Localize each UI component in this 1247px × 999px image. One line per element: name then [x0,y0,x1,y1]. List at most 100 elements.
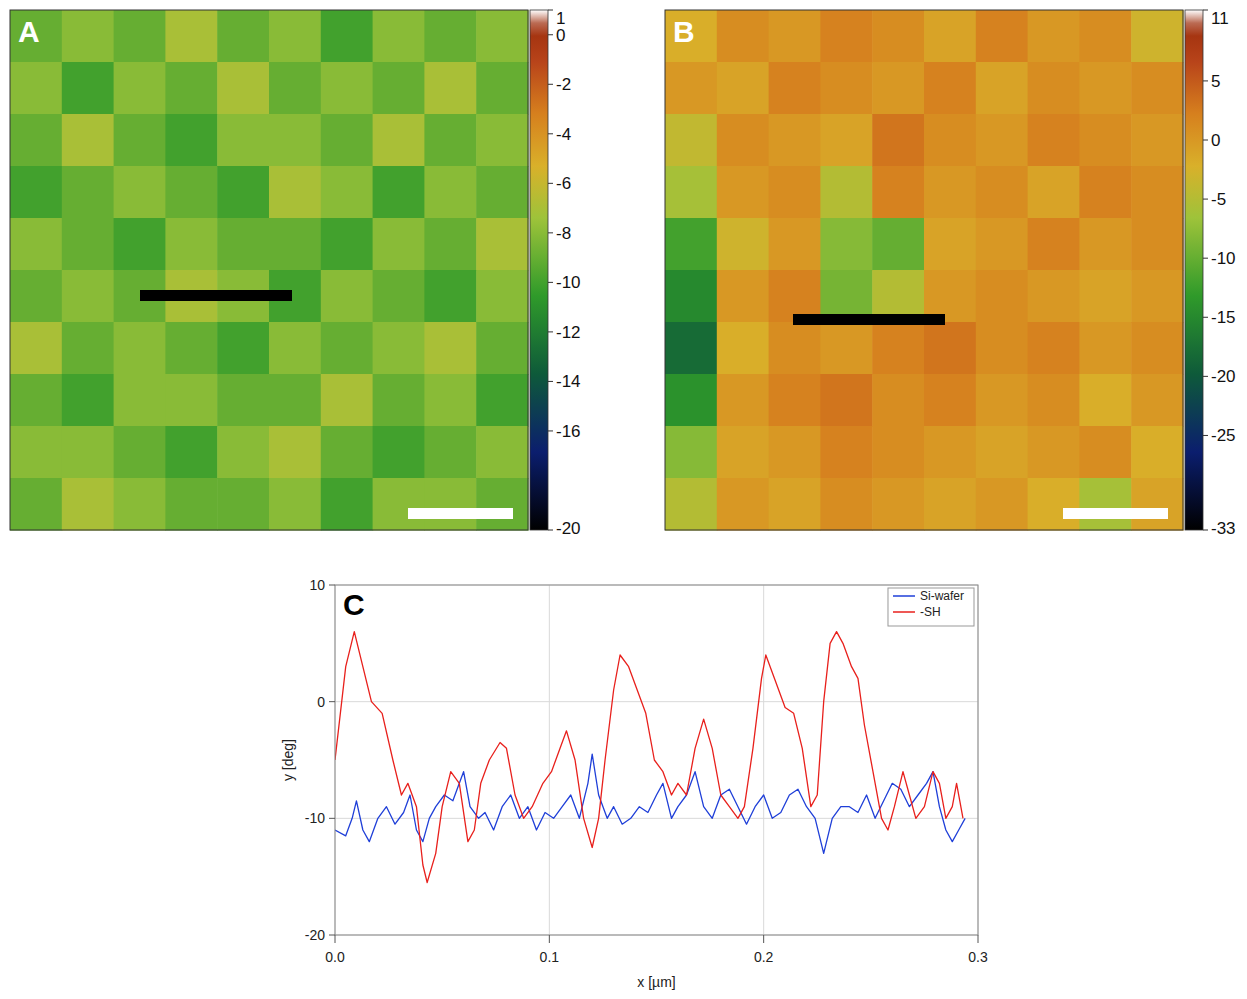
heatmap-cell [321,478,373,531]
heatmap-cell [976,166,1028,219]
scale-bar [1063,508,1168,519]
legend-label: -SH [920,605,941,619]
heatmap-cell [665,478,717,531]
heatmap-cell [165,426,217,479]
heatmap-cell [769,322,821,375]
heatmap-cell [872,322,924,375]
heatmap-cell [769,426,821,479]
heatmap-cell [976,62,1028,115]
heatmap-cell [114,218,166,271]
heatmap-cell [424,10,476,63]
y-axis-title: y [deg] [280,739,296,781]
y-tick-label: 10 [309,577,325,593]
colorbar-tick [1203,435,1208,436]
heatmap-cell [62,10,114,63]
colorbar-tick [1203,199,1208,200]
heatmap-cell [476,374,528,427]
y-tick-label: -20 [305,927,325,943]
heatmap-cell [373,426,425,479]
heatmap-cell [424,270,476,323]
legend: Si-wafer-SH [888,588,974,626]
heatmap-cell [373,374,425,427]
colorbar-tick-label: -4 [556,125,571,144]
heatmap-cell [872,478,924,531]
heatmap-cell [269,62,321,115]
colorbar-tick-label: -20 [1211,367,1236,386]
x-tick [335,935,336,943]
heatmap-cell [373,114,425,167]
heatmap-cell [924,322,976,375]
colorbar-tick-label: -6 [556,174,571,193]
heatmap-cell [165,478,217,531]
heatmap-cell [769,478,821,531]
legend-box [888,588,974,626]
heatmap-cell [321,322,373,375]
panel-letter: A [18,15,40,48]
heatmap-cell [1131,218,1183,271]
heatmap-cell [321,166,373,219]
heatmap-cell [1079,426,1131,479]
heatmap-cell [820,374,872,427]
heatmap-cell [976,426,1028,479]
colorbar-tick [1203,530,1208,531]
heatmap-cell [165,322,217,375]
heatmap-cell [10,270,62,323]
heatmap-cell [165,166,217,219]
heatmap-cell [114,426,166,479]
heatmap-cell [769,374,821,427]
heatmap-cell [976,322,1028,375]
heatmap-cell [924,166,976,219]
heatmap-cell [1028,374,1080,427]
heatmap-cell [665,322,717,375]
heatmap-cell [114,166,166,219]
heatmap-cell [217,62,269,115]
y-tick [329,701,335,702]
heatmap-cell [717,478,769,531]
colorbar-tick [548,381,553,382]
heatmap-cell [269,322,321,375]
heatmap-cell [1028,166,1080,219]
heatmap-cell [165,114,217,167]
colorbar-tick [548,331,553,332]
heatmap-cell [1028,478,1080,531]
image-frame [10,10,528,530]
colorbar-tick [548,183,553,184]
heatmap-cell [476,322,528,375]
heatmap-cell [476,166,528,219]
colorbar-tick [1203,376,1208,377]
heatmap-cell [217,322,269,375]
grid-line [763,585,764,935]
heatmap-cell [717,166,769,219]
heatmap-cell [424,166,476,219]
y-tick [329,818,335,819]
heatmap-cell [1028,322,1080,375]
heatmap-cell [217,10,269,63]
colorbar-tick-label: -15 [1211,308,1236,327]
heatmap-cell [820,62,872,115]
heatmap-cell [269,478,321,531]
panel-letter: C [343,588,365,621]
colorbar-tick-label: -10 [556,273,581,292]
heatmap-cell [924,10,976,63]
series-group [335,632,965,883]
heatmap-cell [114,62,166,115]
heatmap-cell [872,62,924,115]
heatmap-cell [820,218,872,271]
heatmap-cell [269,374,321,427]
heatmap-cell [424,62,476,115]
heatmap-cell [665,62,717,115]
heatmap-cell [321,114,373,167]
heatmap-cell [820,166,872,219]
heatmap-cell [924,478,976,531]
heatmap-cell [976,374,1028,427]
heatmap-cell [62,478,114,531]
heatmap-cell [717,114,769,167]
heatmap-cell [269,166,321,219]
colorbar-tick [548,430,553,431]
colorbar-tick-label: -25 [1211,426,1236,445]
heatmap-cell [717,426,769,479]
heatmap-cell [924,62,976,115]
heatmap-cell [269,10,321,63]
heatmap-cell [976,114,1028,167]
heatmap-cell [373,218,425,271]
